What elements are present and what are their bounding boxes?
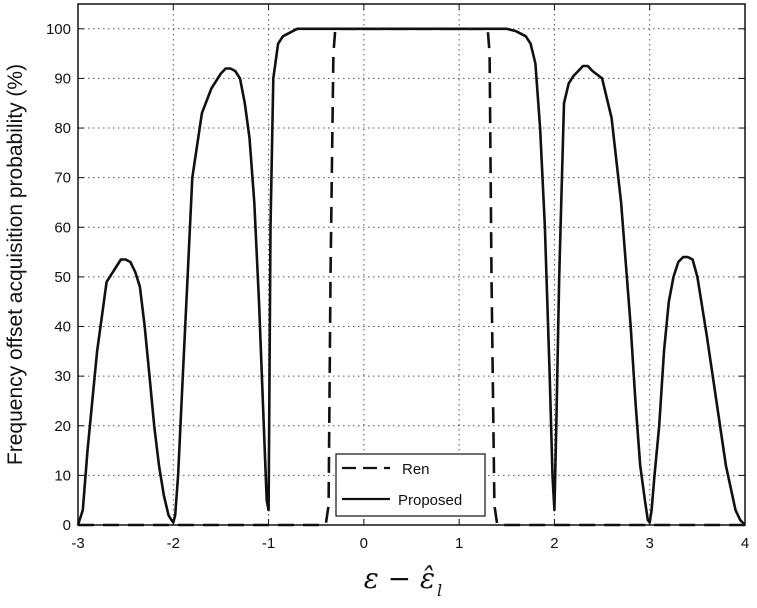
y-tick-label: 50 bbox=[54, 269, 71, 286]
plot-frame bbox=[77, 3, 746, 526]
y-axis-label: Frequency offset acquisition probability… bbox=[4, 64, 27, 465]
legend-label-proposed: Proposed bbox=[398, 492, 462, 509]
y-tick-label: 100 bbox=[46, 21, 71, 38]
y-tick-label: 80 bbox=[54, 120, 71, 137]
x-tick-label: -1 bbox=[262, 535, 275, 552]
y-tick-label: 30 bbox=[54, 368, 71, 385]
y-tick-label: 40 bbox=[54, 319, 71, 336]
y-tick-label: 0 bbox=[63, 517, 71, 534]
legend: Ren Proposed bbox=[335, 453, 486, 517]
y-tick-label: 60 bbox=[54, 219, 71, 236]
y-tick-label: 70 bbox=[54, 170, 71, 187]
series-line-proposed bbox=[76, 27, 746, 526]
legend-box bbox=[335, 453, 486, 517]
grid bbox=[78, 4, 745, 526]
x-axis-label-subscript: l bbox=[437, 581, 442, 600]
y-tick-label: 90 bbox=[54, 70, 71, 87]
x-tick-label: -2 bbox=[167, 535, 180, 552]
y-tick-label: 20 bbox=[54, 418, 71, 435]
x-axis-label: ε − ε̂ l bbox=[364, 562, 442, 600]
y-tick-label: 10 bbox=[54, 467, 71, 484]
series-layer bbox=[76, 27, 746, 527]
legend-label-ren: Ren bbox=[402, 461, 430, 478]
x-axis-label-main: ε − ε̂ bbox=[364, 562, 435, 595]
x-tick-label: 0 bbox=[360, 535, 368, 552]
x-tick-label: 2 bbox=[550, 535, 558, 552]
series-line-ren bbox=[78, 27, 745, 527]
x-tick-label: 4 bbox=[741, 535, 749, 552]
x-tick-label: -3 bbox=[71, 535, 84, 552]
x-tick-label: 3 bbox=[646, 535, 654, 552]
x-tick-label: 1 bbox=[455, 535, 463, 552]
